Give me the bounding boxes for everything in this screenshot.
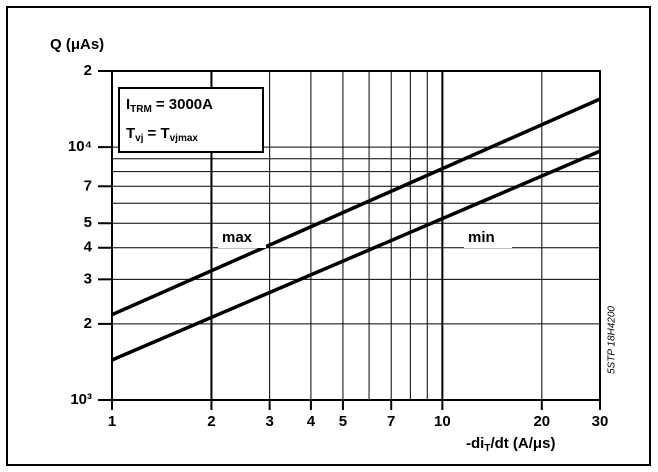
x-tick-label: 10 — [434, 413, 451, 430]
x-tick-label: 7 — [387, 413, 395, 430]
x-axis-label: -diT/dt (A/μs) — [466, 435, 555, 454]
y-tick-label: 10⁴ — [68, 138, 92, 155]
condition: ITRM = 3000A — [126, 96, 213, 115]
y-tick-label: 4 — [84, 239, 93, 256]
data-line — [111, 149, 601, 362]
x-tick-label: 30 — [592, 413, 609, 430]
y-axis-label: Q (μAs) — [50, 36, 104, 53]
label-bg — [464, 228, 512, 248]
y-tick-label: 2 — [84, 62, 92, 79]
series-label: min — [468, 229, 495, 246]
series-label: max — [222, 229, 253, 246]
x-tick-label: 4 — [307, 413, 316, 430]
frame — [6, 6, 651, 466]
plot-border — [111, 70, 601, 401]
x-axis-label-text: -di — [466, 435, 484, 452]
x-tick-label: 3 — [265, 413, 273, 430]
side-note: 5STP 18H4200 — [607, 306, 618, 374]
label-bg — [218, 228, 266, 248]
y-tick-label: 7 — [84, 177, 92, 194]
x-tick-label: 1 — [108, 413, 116, 430]
y-tick-label: 5 — [84, 214, 92, 231]
subscript: TRM — [130, 104, 152, 115]
conditions-box — [118, 87, 264, 153]
subscript: T — [484, 443, 490, 454]
data-line — [111, 97, 601, 317]
y-tick-label: 3 — [84, 270, 92, 287]
x-tick-label: 20 — [533, 413, 550, 430]
condition: Tvj = Tvjmax — [126, 125, 198, 144]
condition-text: T — [126, 125, 135, 142]
subscript: vj — [135, 133, 144, 144]
x-tick-label: 2 — [207, 413, 215, 430]
y-tick-label: 10³ — [70, 391, 92, 408]
y-tick-label: 2 — [84, 315, 92, 332]
x-axis-label-text: /dt (A/μs) — [490, 435, 555, 452]
condition-text: = T — [148, 125, 170, 142]
subscript: vjmax — [170, 133, 199, 144]
condition-text: I — [126, 96, 130, 113]
condition-text: = 3000A — [156, 96, 213, 113]
x-tick-label: 5 — [339, 413, 347, 430]
